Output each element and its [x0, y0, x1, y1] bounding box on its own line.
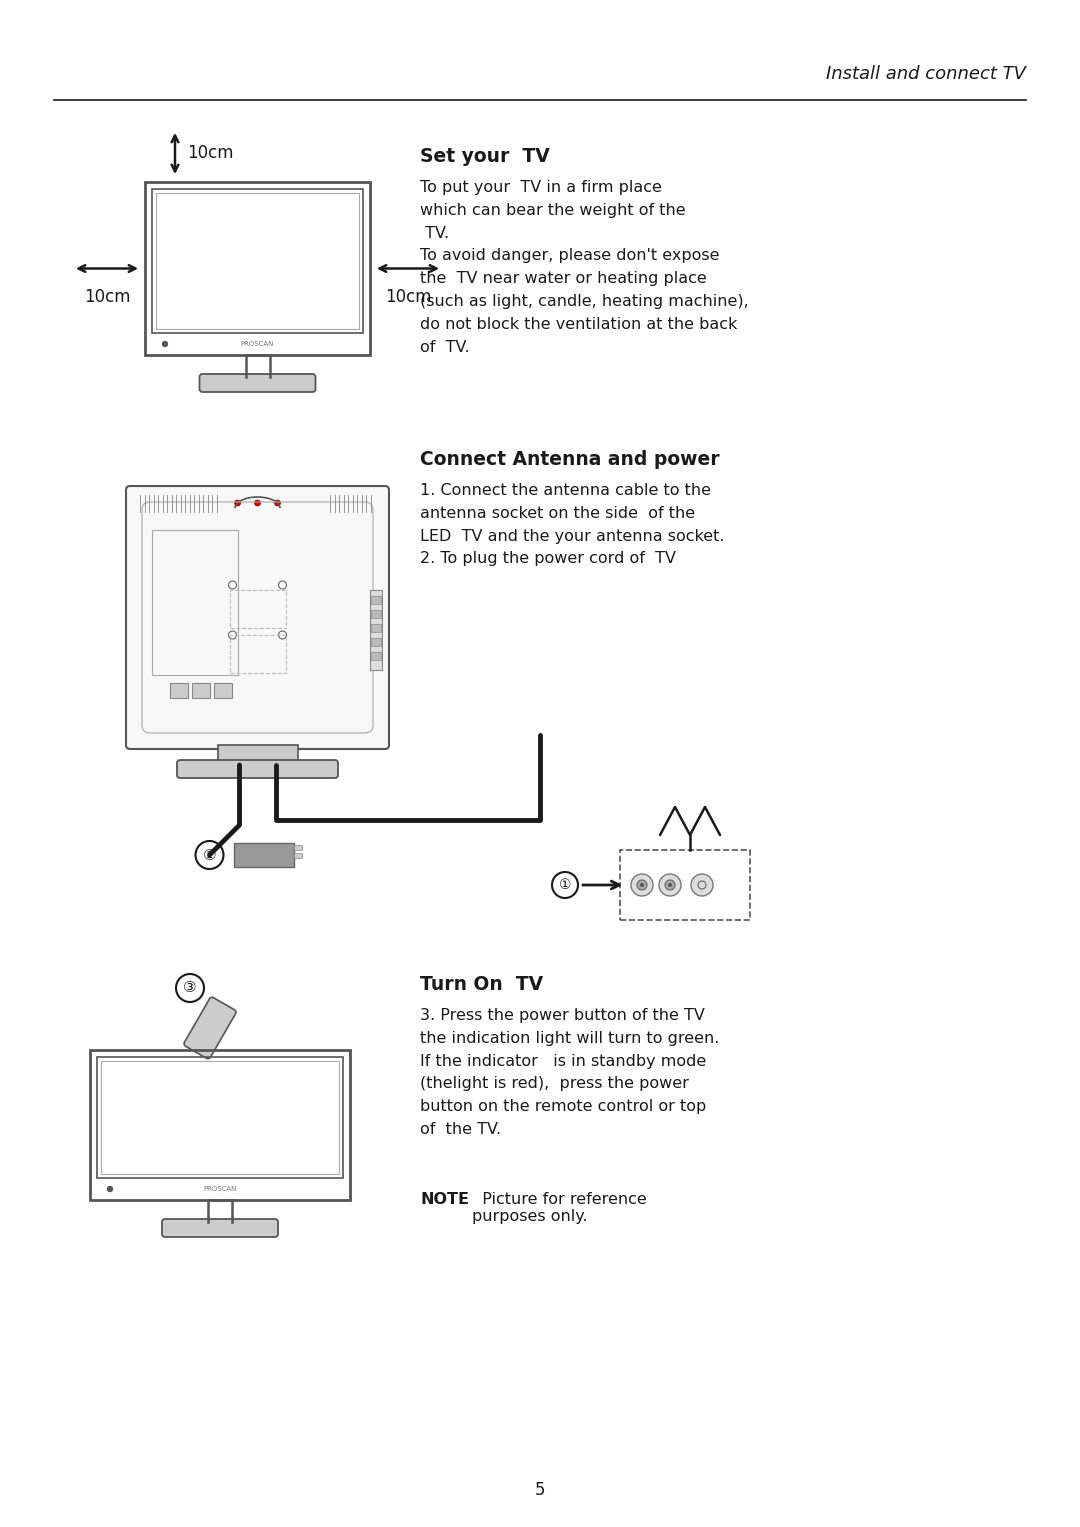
- Bar: [192, 683, 210, 698]
- Circle shape: [640, 883, 644, 887]
- Bar: [170, 683, 188, 698]
- Text: ②: ②: [203, 847, 216, 863]
- Text: 10cm: 10cm: [84, 287, 131, 305]
- Circle shape: [665, 880, 675, 890]
- FancyBboxPatch shape: [184, 997, 237, 1058]
- Bar: [152, 530, 238, 675]
- Bar: [102, 1061, 339, 1174]
- Bar: [370, 589, 382, 670]
- Text: ③: ③: [184, 980, 197, 996]
- Bar: [214, 683, 232, 698]
- Bar: [294, 854, 301, 858]
- Bar: [372, 596, 381, 605]
- Circle shape: [631, 873, 653, 896]
- Bar: [372, 638, 381, 646]
- Text: Set your  TV: Set your TV: [420, 147, 550, 166]
- FancyBboxPatch shape: [177, 760, 338, 777]
- Text: 1. Connect the antenna cable to the
antenna socket on the side  of the
LED  TV a: 1. Connect the antenna cable to the ante…: [420, 483, 725, 567]
- Bar: [145, 182, 370, 354]
- FancyBboxPatch shape: [200, 374, 315, 392]
- Circle shape: [176, 974, 204, 1002]
- Bar: [372, 625, 381, 632]
- Circle shape: [659, 873, 681, 896]
- Circle shape: [108, 1186, 112, 1191]
- Text: 10cm: 10cm: [187, 145, 233, 162]
- Circle shape: [162, 342, 167, 347]
- Circle shape: [274, 499, 281, 505]
- Bar: [156, 192, 359, 328]
- Bar: [229, 635, 285, 673]
- Circle shape: [255, 499, 260, 505]
- FancyBboxPatch shape: [126, 486, 389, 750]
- FancyBboxPatch shape: [162, 1219, 278, 1237]
- Bar: [620, 851, 750, 919]
- Text: PROSCAN: PROSCAN: [203, 1186, 237, 1193]
- Bar: [152, 189, 363, 333]
- Bar: [233, 843, 294, 867]
- Circle shape: [691, 873, 713, 896]
- Text: NOTE: NOTE: [420, 1193, 469, 1206]
- Text: PROSCAN: PROSCAN: [241, 341, 274, 347]
- Circle shape: [552, 872, 578, 898]
- Circle shape: [669, 883, 672, 887]
- Bar: [372, 652, 381, 660]
- Text: Connect Antenna and power: Connect Antenna and power: [420, 450, 719, 469]
- Text: 5: 5: [535, 1481, 545, 1500]
- Bar: [294, 844, 301, 851]
- Bar: [97, 1057, 343, 1177]
- Text: Picture for reference
purposes only.: Picture for reference purposes only.: [472, 1193, 647, 1225]
- Text: 3. Press the power button of the TV
the indication light will turn to green.
If : 3. Press the power button of the TV the …: [420, 1008, 719, 1138]
- Circle shape: [195, 841, 224, 869]
- Text: ①: ①: [558, 878, 571, 892]
- Bar: [372, 609, 381, 618]
- Bar: [217, 745, 297, 764]
- Text: 10cm: 10cm: [384, 287, 431, 305]
- Circle shape: [637, 880, 647, 890]
- Circle shape: [234, 499, 241, 505]
- Text: Turn On  TV: Turn On TV: [420, 976, 543, 994]
- Bar: [90, 1051, 350, 1200]
- Bar: [229, 589, 285, 628]
- Text: To put your  TV in a firm place
which can bear the weight of the
 TV.
To avoid d: To put your TV in a firm place which can…: [420, 180, 748, 354]
- Text: Install and connect TV: Install and connect TV: [826, 66, 1026, 82]
